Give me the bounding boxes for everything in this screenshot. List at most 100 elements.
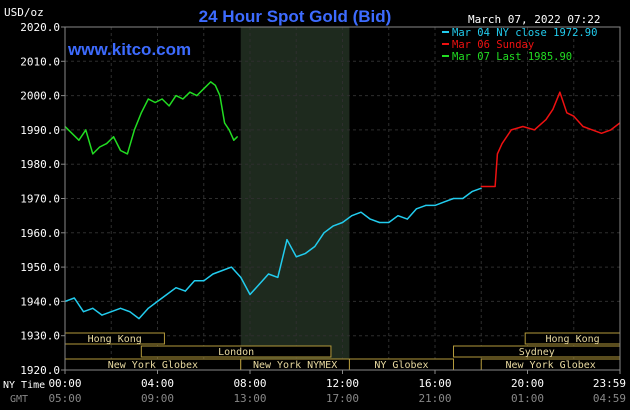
- series-point: [119, 149, 122, 152]
- series-point: [286, 239, 288, 241]
- chart-title: 24 Hour Spot Gold (Bid): [199, 7, 392, 26]
- series-point: [494, 185, 496, 188]
- session-label: Hong Kong: [546, 334, 600, 345]
- series-point: [193, 280, 196, 282]
- series-point: [71, 132, 73, 134]
- y-tick-label: 1940.0: [20, 295, 60, 308]
- series-point: [236, 136, 238, 138]
- x-tick-label-ny: 16:00: [418, 377, 451, 390]
- watermark-url: www.kitco.com: [67, 40, 191, 59]
- series-point: [425, 204, 427, 206]
- series-point: [182, 98, 184, 100]
- series-point: [138, 317, 140, 320]
- series-point: [228, 129, 230, 131]
- series-point: [92, 153, 94, 155]
- series-point: [78, 139, 80, 141]
- series-point: [73, 297, 75, 299]
- series-point: [154, 101, 156, 104]
- y-tick-label: 2010.0: [20, 55, 60, 68]
- series-point: [140, 112, 142, 114]
- x-tick-label-gmt: 13:00: [233, 392, 266, 405]
- x-tick-label-ny: 04:00: [141, 377, 174, 390]
- series-point: [267, 273, 270, 275]
- session-label: New York Globex: [505, 360, 595, 371]
- series-point: [221, 269, 223, 272]
- series-point: [610, 129, 612, 131]
- series-point: [212, 273, 214, 275]
- series-point: [545, 119, 547, 121]
- series-point: [351, 215, 353, 217]
- x-axis-gmt-label: GMT: [10, 394, 28, 405]
- y-tick-label: 1920.0: [20, 364, 60, 377]
- series-point: [471, 191, 473, 193]
- series-point: [106, 143, 108, 145]
- series-point: [533, 129, 536, 131]
- series-point: [295, 256, 297, 258]
- series-point: [522, 125, 524, 128]
- x-tick-label-gmt: 09:00: [141, 392, 174, 405]
- x-tick-label-ny: 08:00: [233, 377, 266, 390]
- series-point: [552, 108, 554, 110]
- x-tick-label-gmt: 01:00: [511, 392, 544, 405]
- series-point: [110, 311, 112, 313]
- series-point: [314, 245, 316, 248]
- legend-entry: Mar 07 Last 1985.90: [452, 51, 572, 63]
- x-tick-label-gmt: 21:00: [418, 392, 451, 405]
- series-point: [591, 129, 593, 131]
- series-point: [304, 252, 307, 254]
- series-point: [277, 276, 279, 278]
- timestamp-label: March 07, 2022 07:22: [468, 13, 600, 26]
- series-point: [175, 95, 177, 97]
- series-point: [223, 122, 226, 124]
- y-tick-label: 2000.0: [20, 90, 60, 103]
- series-point: [462, 197, 464, 200]
- series-point: [582, 125, 584, 128]
- series-point: [82, 311, 85, 313]
- series-point: [600, 132, 603, 134]
- series-point: [341, 221, 344, 224]
- series-point: [189, 91, 191, 93]
- series-point: [184, 290, 186, 292]
- series-point: [219, 95, 221, 97]
- y-tick-label: 1980.0: [20, 158, 60, 171]
- x-tick-label-gmt: 17:00: [326, 392, 359, 405]
- series-point: [129, 311, 131, 313]
- series-point: [240, 276, 242, 278]
- series-point: [452, 197, 455, 200]
- series-point: [168, 105, 170, 107]
- y-tick-label: 1990.0: [20, 124, 60, 137]
- y-axis-unit-label: USD/oz: [4, 6, 44, 19]
- legend-entry: Mar 04 NY close 1972.90: [452, 27, 597, 39]
- series-point: [332, 225, 334, 227]
- x-tick-label-ny: 20:00: [511, 377, 544, 390]
- x-tick-label-ny: 00:00: [48, 377, 81, 390]
- series-point: [323, 232, 325, 234]
- y-tick-label: 1960.0: [20, 227, 60, 240]
- x-axis-ny-label: NY Time: [3, 380, 45, 391]
- series-point: [101, 314, 103, 316]
- series-point: [133, 129, 135, 131]
- series-point: [210, 81, 212, 83]
- series-point: [415, 208, 418, 210]
- series-point: [147, 98, 149, 100]
- series-line: [64, 187, 482, 320]
- series-point: [92, 307, 94, 309]
- y-tick-label: 1970.0: [20, 193, 60, 206]
- series-point: [406, 218, 408, 220]
- session-bar: [140, 345, 332, 358]
- series-point: [85, 129, 87, 131]
- series-point: [378, 221, 381, 224]
- x-tick-label-gmt: 04:59: [593, 392, 626, 405]
- series-point: [510, 129, 512, 131]
- series-point: [203, 88, 205, 90]
- series-point: [480, 187, 482, 189]
- series-point: [388, 221, 390, 224]
- x-tick-label-ny: 23:59: [593, 377, 626, 390]
- y-tick-label: 2020.0: [20, 21, 60, 34]
- series-point: [496, 153, 499, 155]
- session-label: London: [218, 347, 254, 358]
- x-tick-label-gmt: 05:00: [48, 392, 81, 405]
- series-point: [214, 84, 216, 86]
- series-point: [443, 201, 445, 203]
